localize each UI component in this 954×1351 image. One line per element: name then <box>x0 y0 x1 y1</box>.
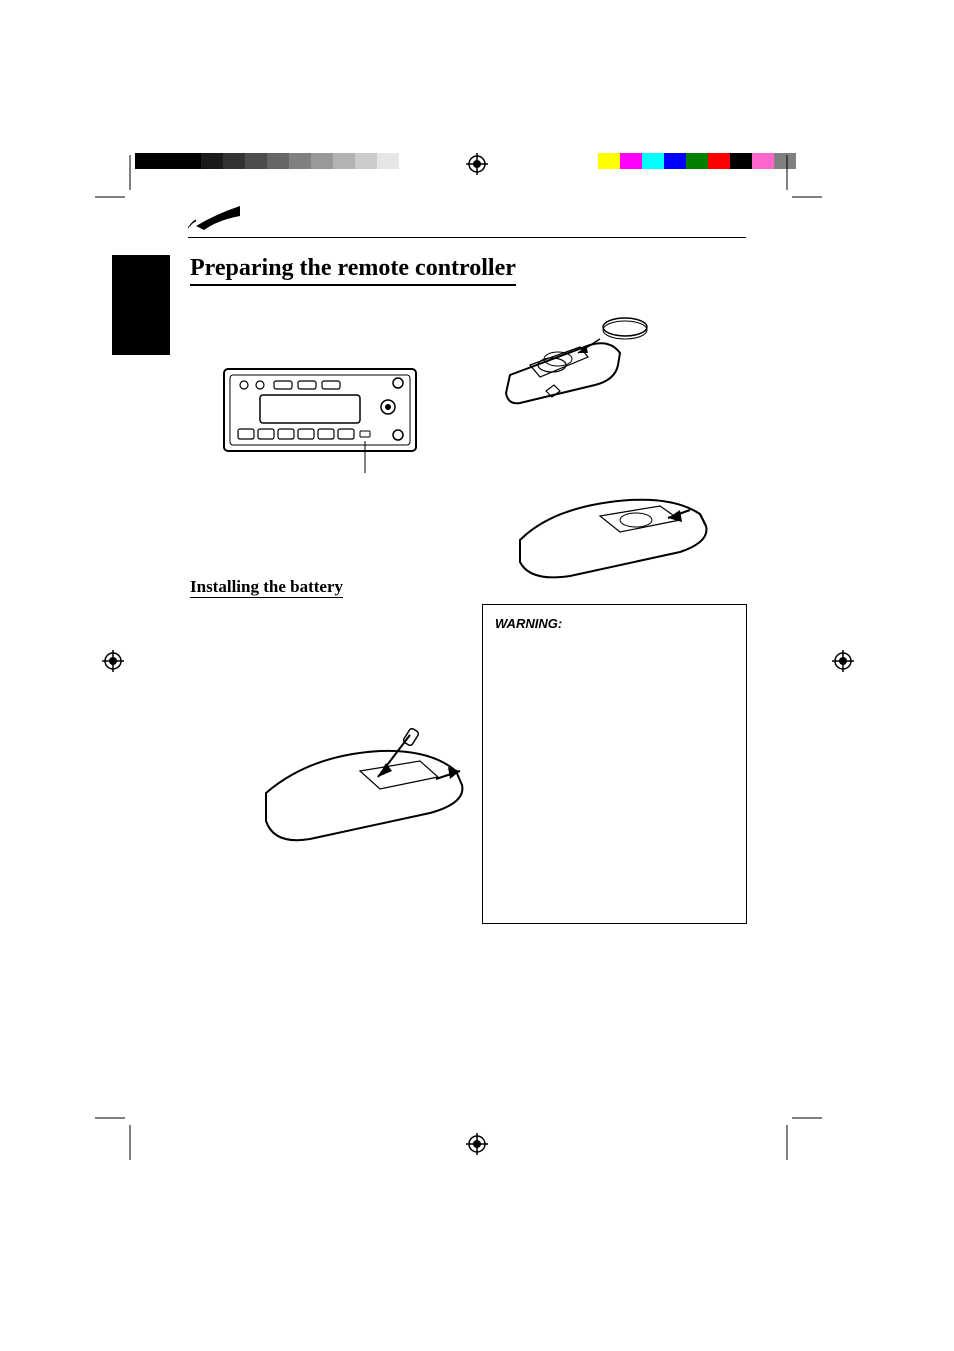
battery-insert-illustration <box>500 305 670 415</box>
crop-mark-icon <box>95 1100 145 1160</box>
registration-mark-left <box>102 650 124 672</box>
heading-sub: Installing the battery <box>190 577 343 598</box>
heading-main: Preparing the remote controller <box>190 255 516 286</box>
crop-mark-icon <box>772 1100 822 1160</box>
remove-holder-illustration <box>260 725 470 855</box>
close-holder-illustration <box>510 470 730 590</box>
warning-box: WARNING: <box>482 604 747 924</box>
grayscale-bar <box>135 153 399 169</box>
main-unit-illustration <box>220 365 420 475</box>
registration-mark-top <box>466 153 488 175</box>
color-bar <box>598 153 796 169</box>
warning-label: WARNING: <box>495 616 562 631</box>
registration-mark-right <box>832 650 854 672</box>
registration-mark-bottom <box>466 1133 488 1155</box>
page-root: Preparing the remote controller <box>0 0 954 1351</box>
content-area: Preparing the remote controller <box>110 195 810 286</box>
